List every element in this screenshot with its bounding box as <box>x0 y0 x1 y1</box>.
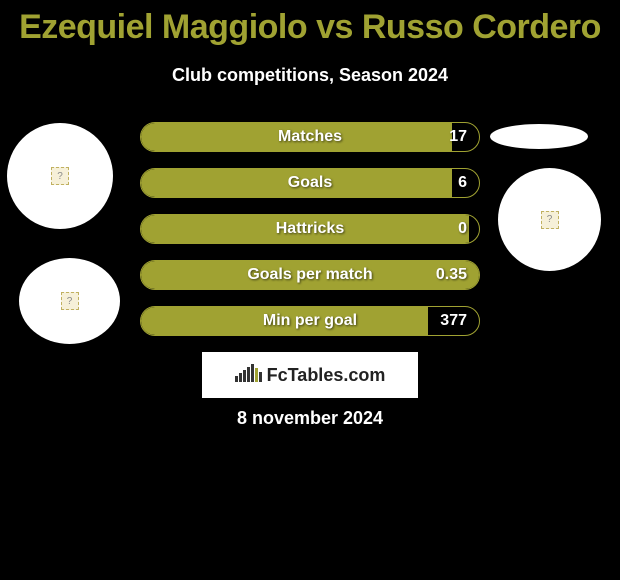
stat-value: 17 <box>449 123 467 151</box>
brand-text: FcTables.com <box>267 365 386 386</box>
brand-badge: FcTables.com <box>202 352 418 398</box>
stat-row: Goals per match0.35 <box>140 260 480 290</box>
subtitle: Club competitions, Season 2024 <box>0 65 620 86</box>
stat-row: Hattricks0 <box>140 214 480 244</box>
stat-label: Hattricks <box>141 215 479 243</box>
stat-label: Goals <box>141 169 479 197</box>
stat-value: 6 <box>458 169 467 197</box>
image-placeholder-icon: ? <box>61 292 79 310</box>
stat-label: Matches <box>141 123 479 151</box>
avatar-player-1b: ? <box>19 258 120 344</box>
stat-label: Goals per match <box>141 261 479 289</box>
avatar-player-1a: ? <box>7 123 113 229</box>
image-placeholder-icon: ? <box>51 167 69 185</box>
stat-row: Matches17 <box>140 122 480 152</box>
stat-value: 0 <box>458 215 467 243</box>
image-placeholder-icon: ? <box>541 211 559 229</box>
footer-date: 8 november 2024 <box>0 408 620 429</box>
stat-row: Goals6 <box>140 168 480 198</box>
stat-value: 377 <box>440 307 467 335</box>
brand-bars-icon <box>235 364 263 387</box>
avatar-player-2a <box>490 124 588 149</box>
page-title: Ezequiel Maggiolo vs Russo Cordero <box>0 0 620 47</box>
avatar-player-2b: ? <box>498 168 601 271</box>
stat-value: 0.35 <box>436 261 467 289</box>
stat-label: Min per goal <box>141 307 479 335</box>
stat-row: Min per goal377 <box>140 306 480 336</box>
stats-panel: Matches17 Goals6 Hattricks0 Goals per match… <box>140 122 480 352</box>
